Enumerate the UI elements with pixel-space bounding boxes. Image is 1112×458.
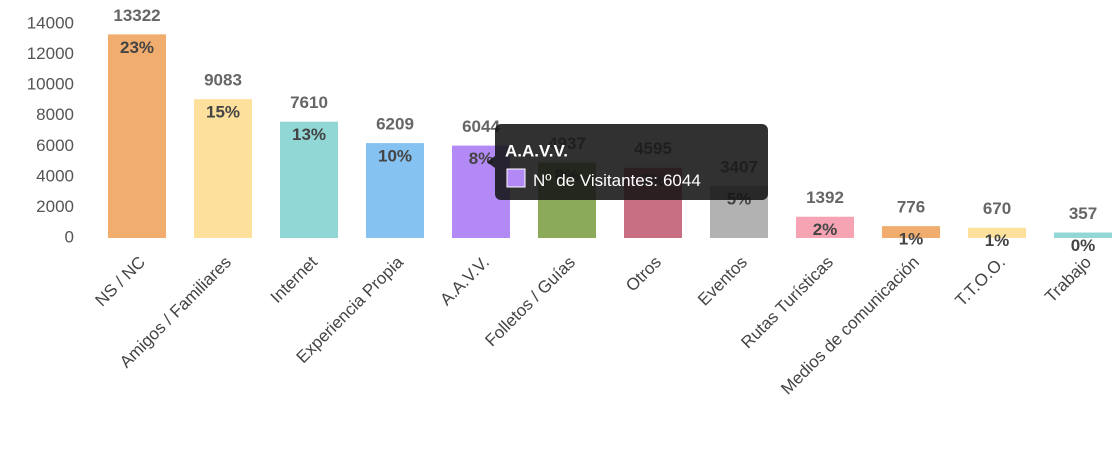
x-tick-label: Otros <box>622 253 665 296</box>
x-tick-label: Eventos <box>694 253 751 310</box>
x-tick-label: Medios de comunicación <box>777 253 923 399</box>
tooltip-label: Nº de Visitantes: <box>533 171 658 190</box>
value-label: 13322 <box>113 6 160 25</box>
y-tick-label: 0 <box>65 227 74 246</box>
value-label: 7610 <box>290 93 328 112</box>
x-tick-label: T.T.O.O. <box>951 253 1009 311</box>
value-label: 9083 <box>204 71 242 90</box>
percent-label: 1% <box>899 230 924 249</box>
tooltip-swatch <box>506 168 526 188</box>
x-tick-label: Folletos / Guías <box>481 253 579 351</box>
tooltip-title: A.A.V.V. <box>505 141 568 160</box>
x-tick-label: Rutas Turísticas <box>737 253 837 353</box>
x-tick-label: A.A.V.V. <box>436 253 493 310</box>
tooltip-value: 6044 <box>663 171 701 190</box>
x-tick-label: Trabajo <box>1041 253 1095 307</box>
percent-label: 10% <box>378 147 412 166</box>
bar <box>108 34 166 239</box>
y-tick-label: 4000 <box>36 166 74 185</box>
x-tick-label: NS / NC <box>91 253 149 311</box>
value-label: 357 <box>1069 204 1097 223</box>
tooltip-caret <box>487 156 495 168</box>
y-tick-label: 8000 <box>36 105 74 124</box>
percent-label: 23% <box>120 38 154 57</box>
x-tick-label: Internet <box>267 252 321 306</box>
y-tick-label: 10000 <box>27 75 74 94</box>
bar <box>280 121 338 238</box>
y-tick-label: 6000 <box>36 136 74 155</box>
bar <box>366 143 424 238</box>
percent-label: 15% <box>206 103 240 122</box>
value-label: 670 <box>983 199 1011 218</box>
bar <box>796 216 854 238</box>
bar <box>882 226 940 238</box>
percent-label: 2% <box>813 220 838 239</box>
tooltip: A.A.V.V. Nº de Visitantes: 6044 <box>487 124 768 200</box>
bar <box>1054 232 1112 238</box>
bar <box>968 227 1026 238</box>
tooltip-text: Nº de Visitantes: 6044 <box>533 171 701 190</box>
value-label: 6044 <box>462 117 500 136</box>
y-tick-label: 2000 <box>36 197 74 216</box>
percent-label: 1% <box>985 231 1010 250</box>
bar <box>194 99 252 239</box>
y-tick-label: 14000 <box>27 13 74 32</box>
value-label: 1392 <box>806 188 844 207</box>
percent-label: 8% <box>469 149 494 168</box>
y-tick-label: 12000 <box>27 44 74 63</box>
percent-label: 0% <box>1071 236 1096 255</box>
tooltip-box <box>495 124 768 200</box>
value-label: 6209 <box>376 115 414 134</box>
value-label: 776 <box>897 198 925 217</box>
percent-label: 13% <box>292 125 326 144</box>
